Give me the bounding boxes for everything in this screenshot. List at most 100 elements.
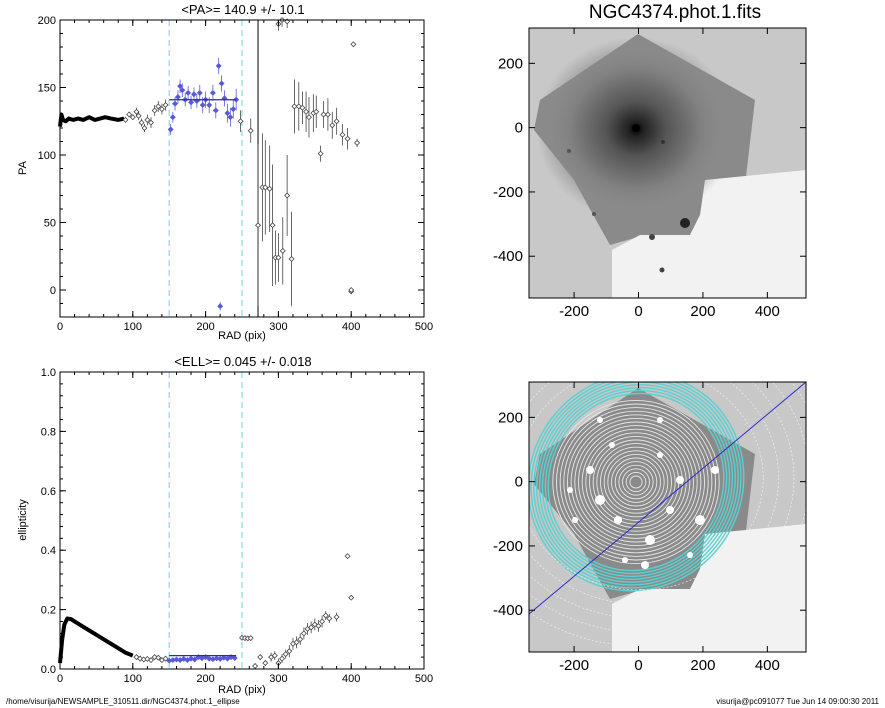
isophote-ellipse (625, 471, 647, 493)
isophote-ellipse-fit (544, 389, 728, 575)
data-point (255, 222, 261, 229)
data-point (317, 150, 324, 157)
mask-blob (657, 417, 663, 423)
data-point (329, 122, 336, 129)
isophote-ellipse-fit (533, 382, 739, 586)
pa-axis-ticks: 0 100 200 300 400 500 0 50 100 150 200 (38, 15, 434, 333)
data-point (295, 103, 302, 110)
point-source (661, 140, 665, 144)
data-point (262, 184, 269, 191)
data-point (237, 118, 244, 125)
data-point (275, 254, 282, 261)
x-tick-label: 400 (755, 657, 780, 674)
isophote-ellipse (563, 410, 709, 554)
isophote-ellipses (529, 382, 806, 647)
data-point (172, 100, 178, 107)
data-point (206, 655, 213, 662)
image-axis-ticks: -200 0 200 400 200 0 -200 -400 (493, 382, 806, 674)
isophote-ellipse-fit (538, 384, 734, 580)
data-point (306, 114, 312, 121)
data-point (284, 192, 291, 199)
pa-plot: <PA>= 140.9 +/- 10.1 0 100 200 300 400 500 0 50… (17, 2, 433, 342)
isophote-ellipse-fit (536, 382, 736, 583)
data-point (257, 654, 264, 661)
pa-xlabel: RAD (pix) (218, 330, 266, 342)
isophote-overlay-panel: -200 0 200 400 200 0 -200 -400 (493, 381, 807, 674)
isophote-ellipse-outer (529, 382, 806, 647)
data-point (299, 104, 306, 111)
footer-timestamp: visurija@pc091077 Tue Jun 14 09:00:30 20… (716, 697, 879, 706)
data-point (247, 635, 254, 642)
data-point (155, 103, 162, 110)
masked-regions (567, 417, 719, 569)
isophote-ellipse (596, 443, 676, 521)
data-point (148, 119, 154, 126)
isophote-image (529, 382, 806, 652)
data-point (135, 112, 142, 119)
isophote-ellipse (559, 407, 713, 557)
ell-axis-ticks: 0 100 200 300 400 500 0.0 0.2 0.4 0.6 0.8 1.0 (41, 367, 433, 685)
x-tick-label: 400 (342, 673, 360, 685)
isophote-ellipse (570, 417, 702, 547)
data-point (279, 655, 286, 662)
ell-xlabel: RAD (pix) (218, 684, 266, 696)
data-point (180, 655, 187, 662)
pa-ylabel: PA (17, 160, 29, 175)
mask-blob (572, 517, 578, 523)
mask-blob (614, 516, 622, 524)
data-point (324, 111, 331, 118)
data-point (215, 62, 222, 69)
image-axis-ticks: -200 0 200 400 200 0 -200 -400 (493, 28, 806, 320)
inner-profile-curve (58, 616, 134, 664)
y-tick-label: 0.8 (41, 426, 56, 438)
isophote-ellipse-outer (529, 382, 779, 605)
data-point (179, 87, 186, 94)
ell-marks (58, 372, 355, 669)
isophote-ellipse-fit (541, 386, 731, 578)
data-point (339, 131, 346, 138)
galaxy-image (529, 28, 806, 298)
data-point (217, 303, 224, 310)
ell-plot-title: <ELL>= 0.045 +/- 0.018 (174, 354, 311, 369)
x-tick-label: 100 (124, 321, 142, 333)
x-tick-label: 200 (196, 321, 214, 333)
data-point (158, 106, 165, 113)
data-point (350, 41, 357, 48)
data-point (199, 102, 206, 109)
y-tick-label: -200 (493, 538, 523, 555)
data-point (333, 118, 340, 125)
chip-lower (612, 170, 806, 298)
data-point (262, 660, 269, 667)
x-tick-label: 0 (57, 321, 63, 333)
data-point (151, 654, 158, 661)
data-point (218, 80, 225, 87)
data-point (191, 656, 198, 663)
data-point (279, 247, 286, 254)
data-point (155, 654, 162, 661)
data-point (348, 594, 355, 601)
mask-blob (711, 466, 719, 474)
mask-blob (657, 452, 663, 458)
data-point (354, 139, 360, 146)
isophote-ellipse-fit (547, 392, 725, 572)
data-point (190, 91, 197, 98)
data-point (326, 615, 333, 622)
x-tick-label: 100 (124, 673, 142, 685)
data-point (126, 111, 133, 118)
isophote-ellipse (574, 421, 698, 543)
data-point (224, 110, 231, 117)
y-tick-label: 0.0 (41, 664, 56, 676)
major-axis-line (529, 382, 806, 615)
mask-blob (687, 552, 693, 558)
x-tick-label: 200 (690, 303, 715, 320)
image-frame (528, 381, 807, 653)
data-point (271, 652, 278, 659)
data-point (162, 655, 169, 662)
mask-blob (641, 561, 649, 569)
y-tick-label: 0 (515, 474, 523, 491)
x-tick-label: 200 (196, 673, 214, 685)
x-tick-label: 500 (415, 321, 433, 333)
data-point (206, 102, 213, 109)
y-tick-label: -400 (493, 602, 523, 619)
